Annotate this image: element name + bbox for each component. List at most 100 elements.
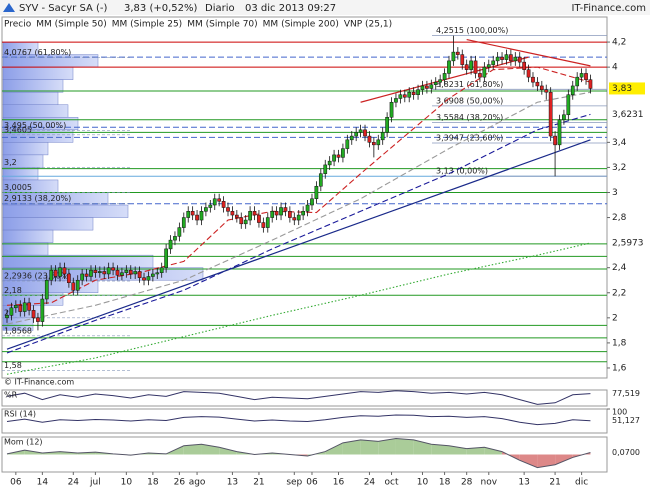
x-tick-label: 21 [253, 478, 264, 488]
candle-body [442, 73, 447, 80]
legend-entry: MM (Simple 25) [112, 20, 182, 30]
momentum-area [484, 447, 503, 455]
candle-body [133, 271, 138, 275]
candle-body [177, 227, 182, 237]
indicator-line [6, 390, 591, 405]
fibonacci-label: 2 [4, 308, 9, 317]
candle-body [566, 94, 571, 116]
candle-body [482, 66, 487, 78]
volume-profile-bar [2, 167, 39, 181]
candle-body [429, 84, 434, 89]
y-tick-label: 3,4 [612, 138, 627, 148]
candle-body [345, 139, 350, 149]
candle-body [531, 76, 535, 83]
momentum-area [183, 444, 202, 455]
candle-body [89, 269, 93, 277]
candle-body [486, 64, 491, 68]
x-tick-label: 06 [306, 478, 318, 488]
candle-body [270, 211, 275, 218]
x-tick-label: 24 [364, 478, 376, 488]
panel-frame [1, 436, 608, 473]
candle-body [301, 211, 305, 216]
momentum-area [519, 454, 538, 468]
volume-profile-bar [2, 66, 74, 80]
candle-body [336, 154, 341, 158]
momentum-area [219, 447, 237, 455]
fibonacci-label: 3,13 (0,00%) [436, 167, 488, 176]
fibonacci-label: 4,0767 (61,80%) [4, 48, 71, 57]
fibonacci-label: 2,9133 (38,20%) [4, 194, 71, 203]
candle-body [296, 214, 301, 221]
panel-tag-label: 77,519 [612, 389, 640, 398]
candle-body [22, 302, 27, 312]
momentum-area [466, 447, 485, 455]
legend-entry: MM (Simple 70) [187, 20, 257, 30]
header-price: 3,83 (+0,52%) [124, 3, 197, 14]
y-tick-label: 4 [612, 63, 618, 73]
candle-body [433, 81, 438, 85]
candle-body [394, 98, 398, 103]
candle-body [500, 56, 504, 60]
candle-body [557, 119, 562, 146]
legend-entry: Precio [4, 20, 32, 30]
panel-tag [609, 388, 647, 399]
volume-profile-bar [2, 79, 64, 93]
x-tick-label: 18 [147, 478, 159, 488]
price-tag [609, 108, 645, 121]
trend-line [466, 38, 591, 67]
fibonacci-label: 4,2515 (100,00%) [436, 26, 508, 35]
candle-body [168, 239, 173, 250]
candle-body [75, 279, 80, 291]
candle-body [186, 211, 191, 218]
candle-body [49, 269, 54, 281]
x-tick-label: sep [286, 478, 302, 488]
candle-body [53, 269, 58, 277]
candle-body [473, 60, 478, 74]
x-tick-label: nov [481, 478, 498, 488]
candle-body [570, 85, 575, 95]
panel-title: Mom (12) [4, 438, 43, 447]
fibonacci-label: 3,6908 (50,00%) [436, 96, 503, 105]
candle-body [588, 79, 593, 89]
price-tag-label: 3,83 [612, 84, 632, 94]
candle-body [18, 305, 23, 312]
candle-body [575, 76, 580, 87]
candle-body [36, 317, 40, 322]
candle-body [517, 56, 522, 63]
candle-body [292, 217, 297, 221]
candle-body [491, 60, 496, 65]
candle-body [5, 315, 9, 319]
candle-body [199, 211, 204, 221]
header-brand: IT-Finance.com [571, 3, 646, 14]
moving-average-line [6, 113, 591, 354]
fibonacci-label: 1,58 [4, 361, 22, 370]
panel-title: %R [4, 391, 18, 400]
candle-body [106, 267, 111, 275]
fibonacci-label: 3,2 [4, 158, 17, 167]
candle-body [288, 211, 292, 218]
momentum-area [555, 454, 573, 465]
candle-body [226, 207, 230, 212]
candle-body [234, 214, 239, 218]
candle-body [323, 164, 328, 174]
candle-body [9, 307, 14, 316]
panel-tag-label: 51,127 [612, 416, 640, 425]
candle-body [358, 129, 363, 133]
x-tick-label: jul [89, 478, 101, 488]
candle-body [146, 276, 151, 281]
panel-title: RSI (14) [4, 410, 36, 419]
candle-body [97, 271, 102, 273]
volume-profile-bar [2, 242, 49, 256]
x-tick-label: 10 [417, 478, 429, 488]
x-tick-label: 18 [439, 478, 451, 488]
y-tick-label: 1,6 [612, 363, 627, 373]
candle-body [526, 69, 531, 78]
volume-profile-bar [2, 142, 49, 156]
candle-body [420, 85, 425, 90]
candle-body [544, 89, 549, 93]
candle-body [332, 154, 336, 162]
candle-body [513, 56, 518, 62]
header-date: 03 dic 2013 09:27 [245, 3, 336, 14]
candle-body [398, 94, 403, 99]
fibonacci-label: 2,2936 (23,60%) [4, 272, 71, 281]
